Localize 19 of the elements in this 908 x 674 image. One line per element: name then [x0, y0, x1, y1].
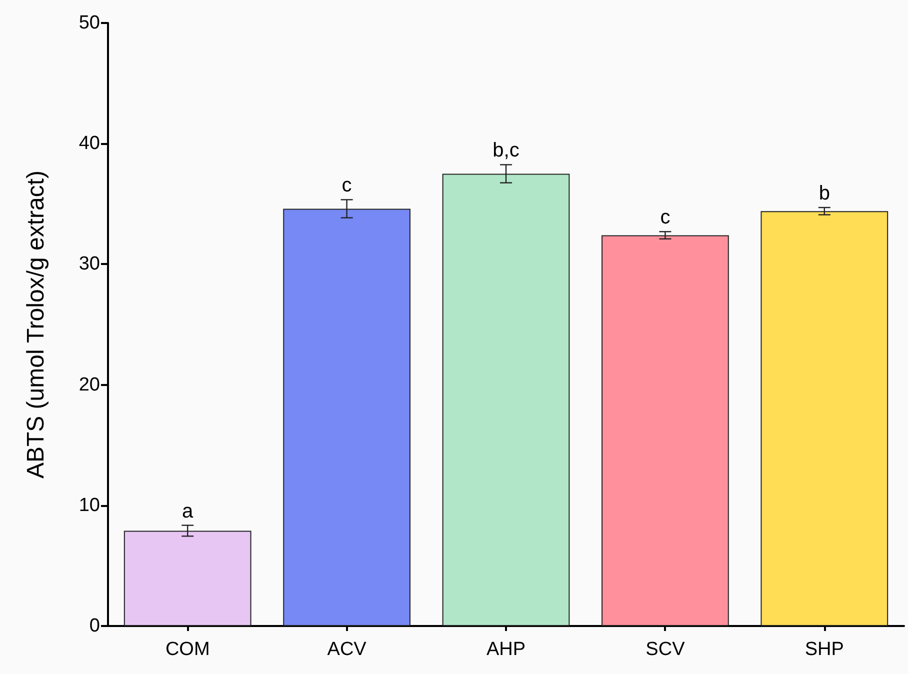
y-tick-label: 20	[78, 374, 100, 396]
y-tick-label: 40	[78, 133, 100, 154]
annotation: b	[818, 182, 830, 205]
annotation: b,c	[492, 140, 520, 162]
annotation: a	[182, 500, 194, 522]
bar	[760, 211, 888, 626]
x-tick-label: ACV	[327, 639, 367, 660]
y-tick-label: 30	[78, 254, 100, 275]
y-tick-label: 10	[78, 494, 100, 516]
y-axis-title: ABTS (umol Trolox/g extract)	[22, 170, 50, 479]
bar	[602, 235, 729, 626]
x-tick-label: SCV	[646, 639, 686, 660]
annotation: c	[660, 206, 670, 229]
x-tick-label: COM	[165, 639, 210, 660]
y-tick-label: 50	[78, 12, 100, 34]
y-tick-label: 0	[89, 616, 100, 636]
annotation: c	[342, 174, 352, 197]
x-tick-label: AHP	[486, 639, 526, 660]
x-tick-label: SHP	[804, 639, 844, 660]
